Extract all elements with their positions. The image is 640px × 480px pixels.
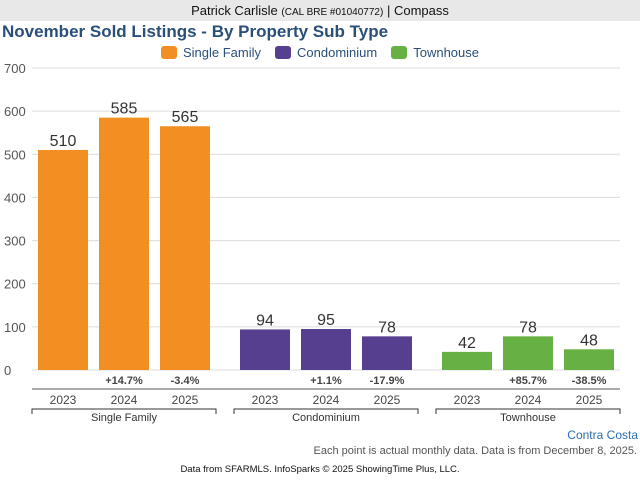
- data-label: 48: [580, 332, 598, 349]
- data-note: Each point is actual monthly data. Data …: [313, 445, 637, 457]
- bar: [240, 329, 290, 370]
- x-tick-label: 2024: [313, 393, 340, 407]
- bar: [362, 336, 412, 370]
- header-separator: |: [386, 3, 391, 18]
- y-tick-label: 100: [4, 320, 26, 335]
- data-label: 585: [111, 101, 138, 118]
- data-label: 78: [378, 319, 396, 336]
- legend-label-single-family: Single Family: [182, 45, 262, 60]
- x-tick-label: 2023: [454, 393, 481, 407]
- change-label: +85.7%: [509, 375, 547, 387]
- data-label: 78: [519, 319, 537, 336]
- data-label: 42: [458, 335, 476, 352]
- y-tick-label: 600: [4, 104, 26, 119]
- y-tick-label: 400: [4, 190, 26, 205]
- y-tick-label: 200: [4, 277, 26, 292]
- x-tick-label: 2024: [111, 393, 138, 407]
- chart-title: November Sold Listings - By Property Sub…: [2, 22, 389, 41]
- data-label: 565: [172, 109, 199, 126]
- group-bracket: [233, 408, 419, 414]
- bar: [160, 126, 210, 370]
- bar: [99, 117, 149, 370]
- legend-swatch-townhouse: [391, 46, 408, 59]
- y-tick-label: 300: [4, 234, 26, 249]
- x-tick-label: 2023: [50, 393, 77, 407]
- chart-legend: Single Family Condominium Townhouse: [0, 45, 640, 60]
- group-bracket: [31, 408, 217, 414]
- agent-license: (CAL BRE #01040772): [281, 7, 384, 18]
- legend-item-townhouse[interactable]: Townhouse: [391, 45, 479, 60]
- bar: [38, 149, 88, 370]
- legend-label-condominium: Condominium: [297, 45, 378, 60]
- x-tick-label: 2023: [252, 393, 279, 407]
- data-label: 94: [256, 312, 274, 329]
- bar: [442, 351, 492, 370]
- change-label: -17.9%: [370, 375, 405, 387]
- data-label: 510: [50, 133, 77, 150]
- y-tick-label: 500: [4, 147, 26, 162]
- change-label: -38.5%: [572, 375, 607, 387]
- x-tick-label: 2025: [374, 393, 401, 407]
- brokerage-name: Compass: [393, 3, 449, 18]
- bar: [564, 349, 614, 370]
- agent-header-bar: Patrick Carlisle (CAL BRE #01040772) | C…: [0, 0, 640, 21]
- data-source: Data from SFARMLS. InfoSparks © 2025 Sho…: [180, 464, 460, 475]
- legend-swatch-condominium: [275, 46, 292, 59]
- change-label: +1.1%: [310, 375, 342, 387]
- bar: [301, 329, 351, 370]
- bar: [503, 336, 553, 370]
- legend-label-townhouse: Townhouse: [413, 45, 479, 60]
- change-label: -3.4%: [171, 375, 200, 387]
- x-tick-label: 2024: [515, 393, 542, 407]
- change-label: +14.7%: [105, 375, 143, 387]
- legend-swatch-single-family: [160, 46, 177, 59]
- group-label: Condominium: [292, 412, 360, 424]
- data-label: 95: [317, 312, 335, 329]
- region-label[interactable]: Contra Costa: [567, 428, 638, 442]
- group-bracket: [435, 408, 621, 414]
- group-label: Townhouse: [500, 412, 556, 424]
- legend-item-condominium[interactable]: Condominium: [275, 45, 377, 60]
- group-label: Single Family: [91, 412, 158, 424]
- y-tick-label: 700: [4, 61, 26, 76]
- bar-chart: 0 100 200 300 400 500 600 700 510 2023 585 +14.7% 20…: [4, 61, 621, 424]
- x-tick-label: 2025: [576, 393, 603, 407]
- x-tick-label: 2025: [172, 393, 199, 407]
- agent-name: Patrick Carlisle: [191, 3, 278, 18]
- y-tick-label: 0: [4, 363, 11, 378]
- legend-item-single-family[interactable]: Single Family: [160, 45, 262, 60]
